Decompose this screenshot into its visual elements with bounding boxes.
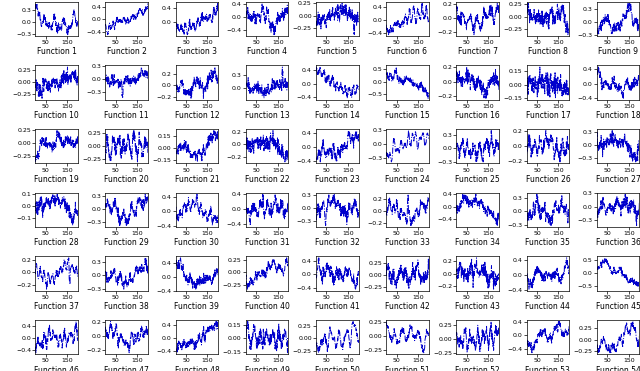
X-axis label: Function 9: Function 9 (598, 47, 638, 56)
X-axis label: Function 40: Function 40 (244, 302, 289, 311)
X-axis label: Function 53: Function 53 (525, 365, 570, 371)
X-axis label: Function 10: Function 10 (34, 111, 79, 120)
X-axis label: Function 52: Function 52 (455, 365, 500, 371)
X-axis label: Function 13: Function 13 (244, 111, 289, 120)
X-axis label: Function 50: Function 50 (315, 365, 360, 371)
X-axis label: Function 36: Function 36 (596, 238, 640, 247)
X-axis label: Function 12: Function 12 (175, 111, 219, 120)
X-axis label: Function 17: Function 17 (525, 111, 570, 120)
X-axis label: Function 38: Function 38 (104, 302, 149, 311)
X-axis label: Function 45: Function 45 (596, 302, 640, 311)
X-axis label: Function 35: Function 35 (525, 238, 570, 247)
X-axis label: Function 54: Function 54 (596, 365, 640, 371)
X-axis label: Function 48: Function 48 (175, 365, 220, 371)
X-axis label: Function 5: Function 5 (317, 47, 357, 56)
X-axis label: Function 26: Function 26 (525, 175, 570, 184)
X-axis label: Function 6: Function 6 (387, 47, 428, 56)
X-axis label: Function 33: Function 33 (385, 238, 430, 247)
X-axis label: Function 3: Function 3 (177, 47, 217, 56)
X-axis label: Function 28: Function 28 (34, 238, 79, 247)
X-axis label: Function 42: Function 42 (385, 302, 430, 311)
X-axis label: Function 18: Function 18 (596, 111, 640, 120)
X-axis label: Function 51: Function 51 (385, 365, 430, 371)
X-axis label: Function 39: Function 39 (175, 302, 220, 311)
X-axis label: Function 30: Function 30 (175, 238, 220, 247)
X-axis label: Function 11: Function 11 (104, 111, 149, 120)
X-axis label: Function 1: Function 1 (36, 47, 76, 56)
X-axis label: Function 46: Function 46 (34, 365, 79, 371)
X-axis label: Function 47: Function 47 (104, 365, 149, 371)
X-axis label: Function 21: Function 21 (175, 175, 219, 184)
X-axis label: Function 16: Function 16 (455, 111, 500, 120)
X-axis label: Function 7: Function 7 (458, 47, 498, 56)
X-axis label: Function 44: Function 44 (525, 302, 570, 311)
X-axis label: Function 23: Function 23 (315, 175, 360, 184)
X-axis label: Function 24: Function 24 (385, 175, 430, 184)
X-axis label: Function 14: Function 14 (315, 111, 360, 120)
X-axis label: Function 31: Function 31 (244, 238, 289, 247)
X-axis label: Function 41: Function 41 (315, 302, 360, 311)
X-axis label: Function 4: Function 4 (247, 47, 287, 56)
X-axis label: Function 15: Function 15 (385, 111, 430, 120)
X-axis label: Function 49: Function 49 (244, 365, 289, 371)
X-axis label: Function 34: Function 34 (455, 238, 500, 247)
X-axis label: Function 22: Function 22 (244, 175, 289, 184)
X-axis label: Function 2: Function 2 (107, 47, 147, 56)
X-axis label: Function 37: Function 37 (34, 302, 79, 311)
X-axis label: Function 29: Function 29 (104, 238, 149, 247)
X-axis label: Function 20: Function 20 (104, 175, 149, 184)
X-axis label: Function 19: Function 19 (34, 175, 79, 184)
X-axis label: Function 8: Function 8 (528, 47, 568, 56)
X-axis label: Function 27: Function 27 (596, 175, 640, 184)
X-axis label: Function 32: Function 32 (315, 238, 360, 247)
X-axis label: Function 25: Function 25 (455, 175, 500, 184)
X-axis label: Function 43: Function 43 (455, 302, 500, 311)
